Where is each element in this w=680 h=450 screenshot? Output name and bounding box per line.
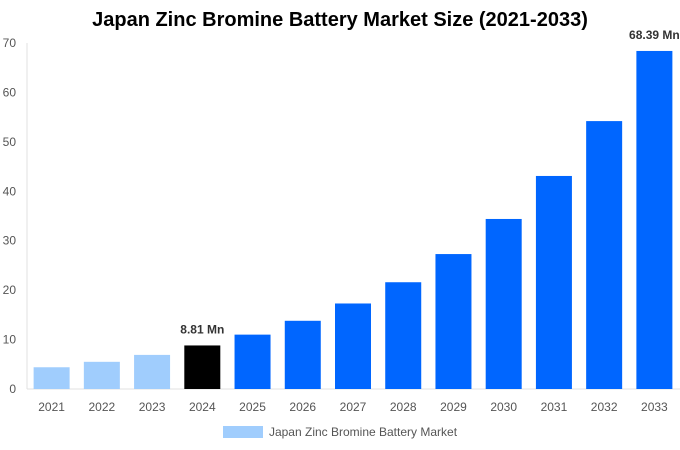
x-tick-label: 2027 xyxy=(340,400,367,414)
x-tick-label: 2030 xyxy=(490,400,517,414)
bar-2030 xyxy=(485,218,522,389)
x-tick-label: 2029 xyxy=(440,400,467,414)
y-tick-label: 0 xyxy=(9,382,16,396)
y-tick-label: 30 xyxy=(3,234,17,248)
bar-2029 xyxy=(435,254,472,389)
y-tick-label: 20 xyxy=(3,283,17,297)
legend-swatch xyxy=(222,426,263,438)
bar-2024 xyxy=(184,345,221,389)
bar-2028 xyxy=(385,282,422,389)
bar-2023 xyxy=(134,354,171,389)
x-tick-label: 2033 xyxy=(641,400,668,414)
y-tick-label: 50 xyxy=(3,135,17,149)
x-tick-label: 2026 xyxy=(289,400,316,414)
bar-2026 xyxy=(284,320,321,389)
bar-2025 xyxy=(234,334,271,389)
x-tick-label: 2028 xyxy=(390,400,417,414)
x-tick-label: 2022 xyxy=(88,400,115,414)
chart-title: Japan Zinc Bromine Battery Market Size (… xyxy=(92,9,588,31)
bar-2021 xyxy=(33,367,70,389)
bar-2027 xyxy=(335,303,371,389)
x-tick-label: 2023 xyxy=(139,400,166,414)
legend-label: Japan Zinc Bromine Battery Market xyxy=(268,425,458,439)
x-tick-label: 2021 xyxy=(38,400,65,414)
x-tick-label: 2025 xyxy=(239,400,266,414)
legend: Japan Zinc Bromine Battery Market xyxy=(0,425,680,439)
x-tick-label: 2024 xyxy=(189,400,216,414)
bar-2032 xyxy=(586,121,623,390)
y-tick-label: 70 xyxy=(3,36,17,50)
data-label-2024: 8.81 Mn xyxy=(180,322,224,336)
bar-2022 xyxy=(83,361,120,389)
y-tick-label: 40 xyxy=(3,184,17,198)
y-tick-label: 10 xyxy=(3,333,17,347)
y-tick-label: 60 xyxy=(3,85,17,99)
data-label-2033: 68.39 Mn xyxy=(629,28,680,42)
x-tick-label: 2032 xyxy=(591,400,618,414)
bar-2033 xyxy=(636,50,673,389)
x-tick-label: 2031 xyxy=(541,400,568,414)
bar-2031 xyxy=(535,175,572,389)
